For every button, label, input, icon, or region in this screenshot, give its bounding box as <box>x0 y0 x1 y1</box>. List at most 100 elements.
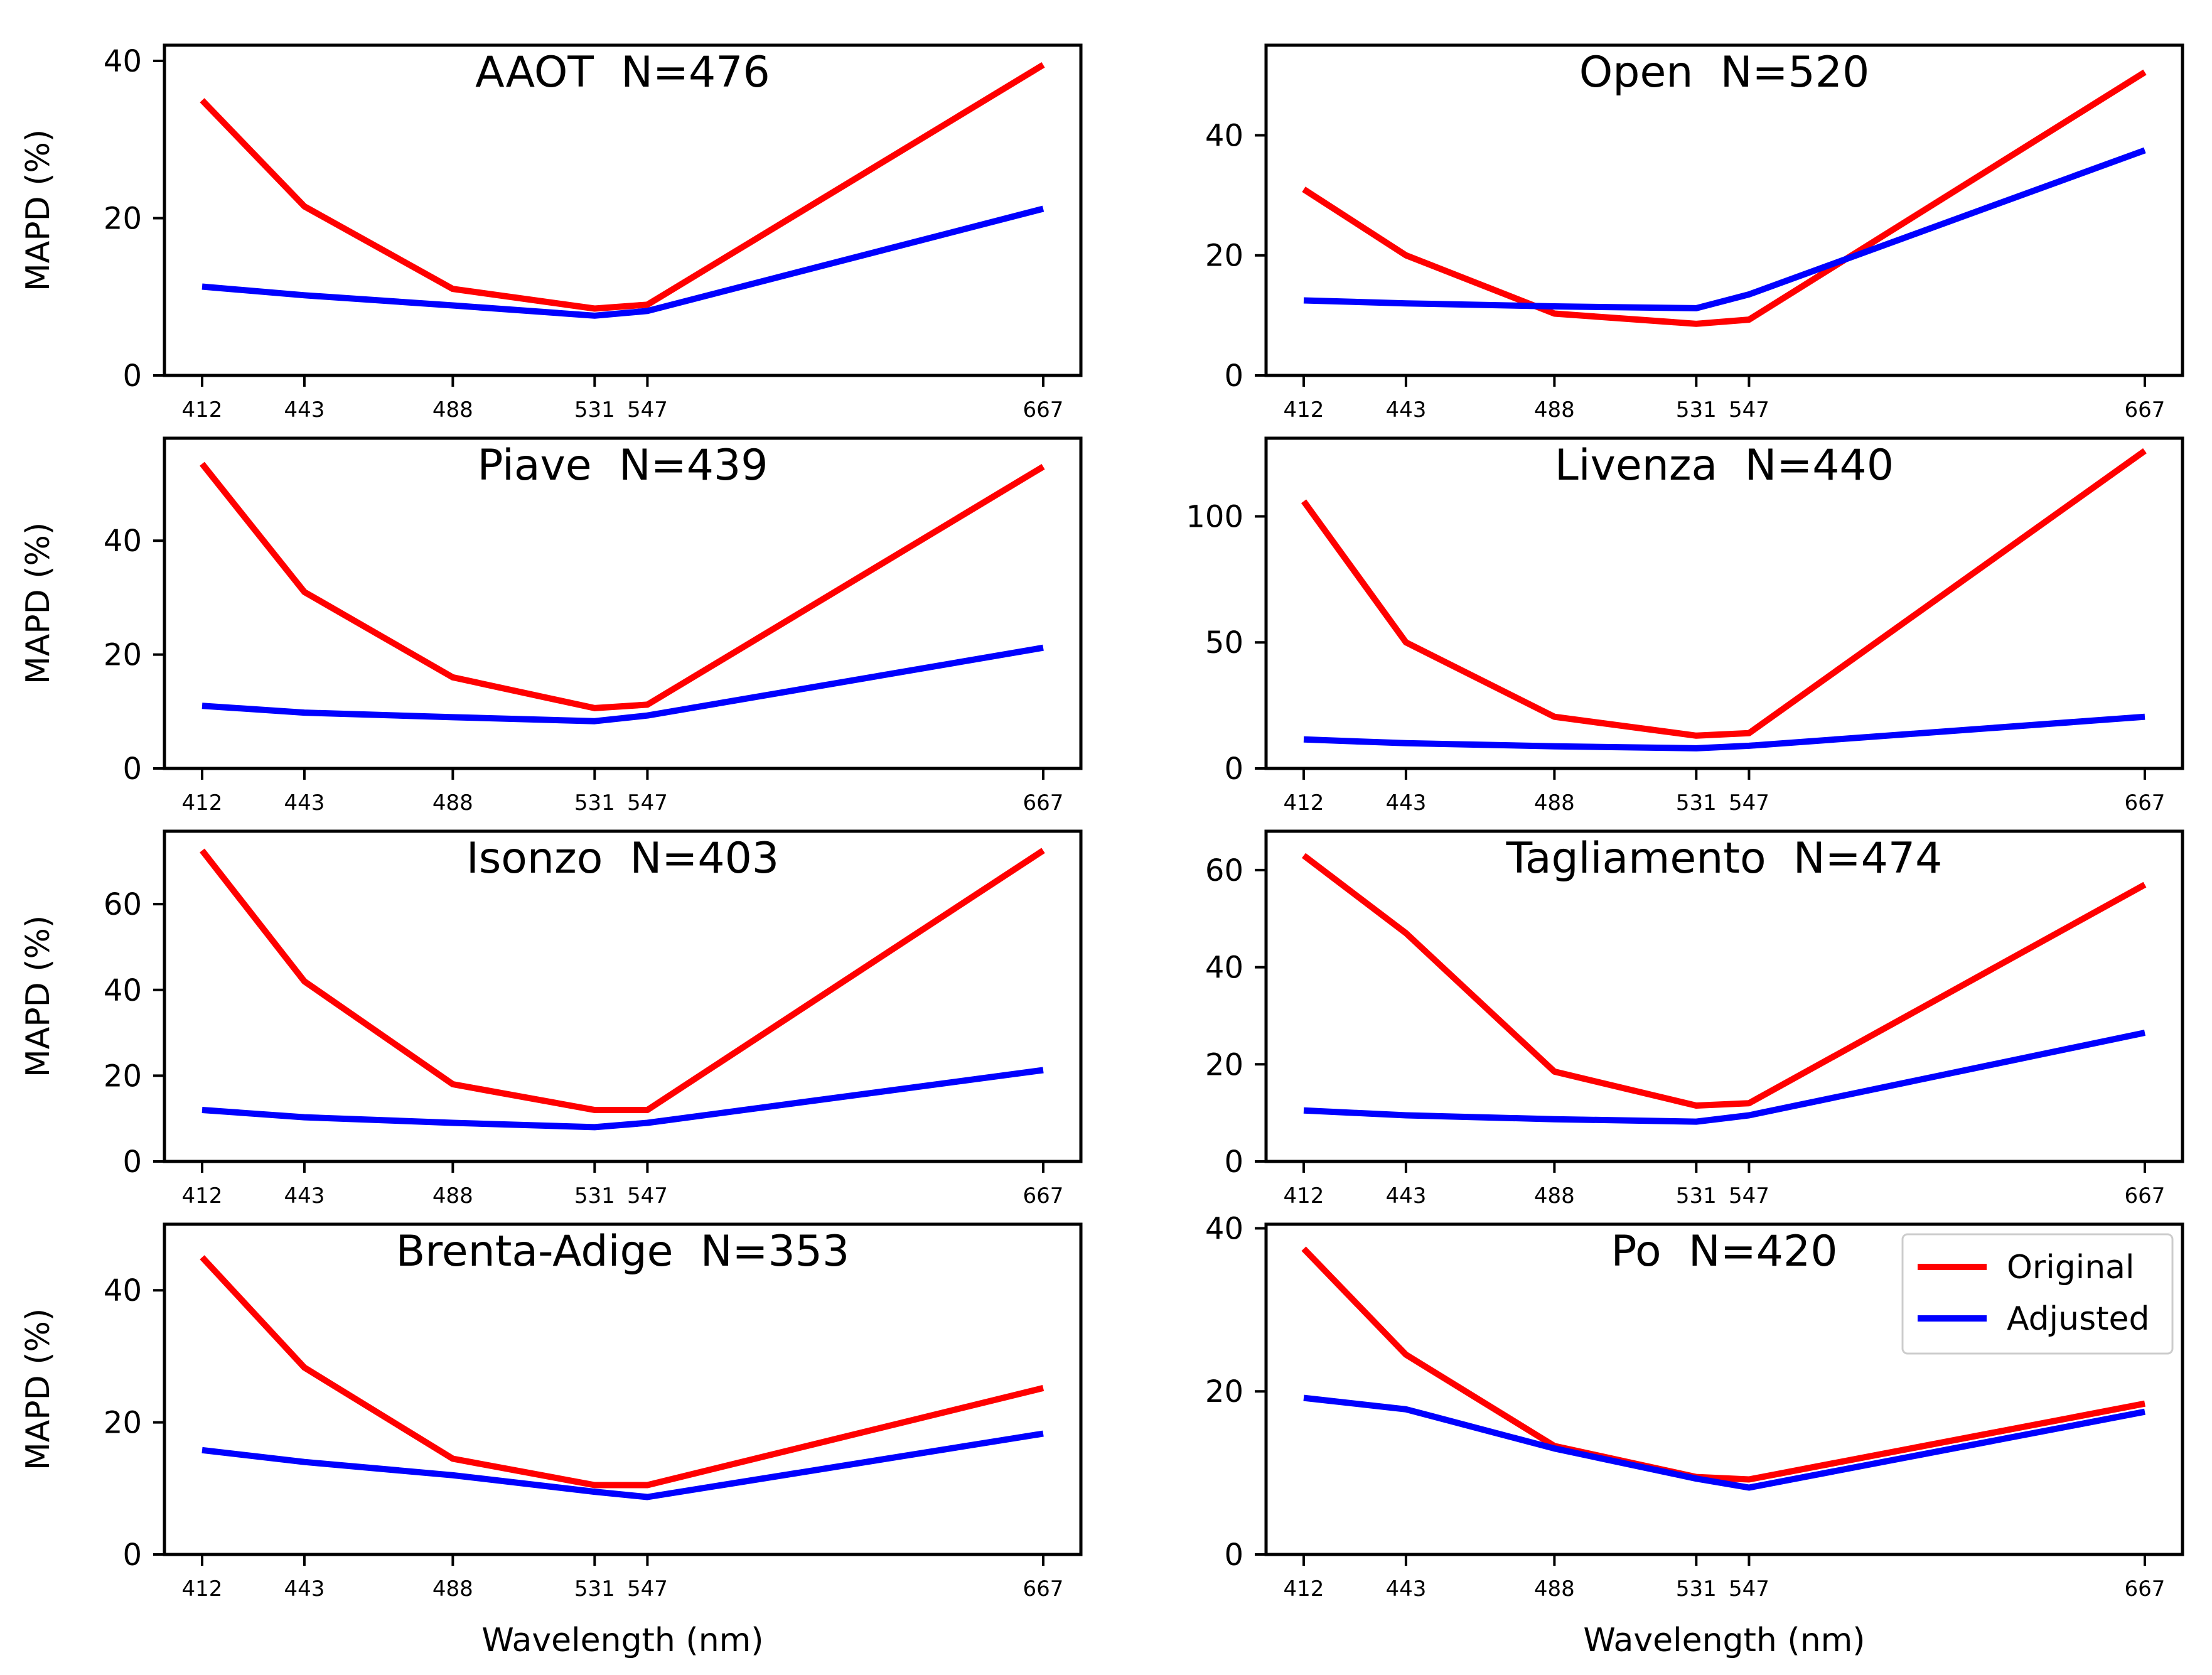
panel-title: Open N=520 <box>1579 48 1870 97</box>
x-tick-label: 443 <box>1385 1576 1426 1602</box>
y-axis-label: MAPD (%) <box>19 129 57 291</box>
panel-7: 0 20 40 412 443 488 531 547 667 Brenta-Adige N=35… <box>19 1222 1083 1659</box>
x-tick-label: 667 <box>2125 1576 2166 1602</box>
x-tick-label: 667 <box>2125 790 2166 816</box>
x-tick-label: 547 <box>1729 790 1769 816</box>
series-line-adjusted <box>1303 1030 2146 1125</box>
x-tick-label: 547 <box>627 397 668 423</box>
panel-5: 0 20 40 60 412 443 488 531 547 667 Isonzo N=403 MAP… <box>19 829 1083 1209</box>
y-tick-label: 20 <box>104 638 142 673</box>
y-tick-label: 40 <box>1205 118 1243 153</box>
panel-8: 0 20 40 412 443 488 531 547 667 Po N=420 Wavelengt… <box>1205 1211 2184 1659</box>
x-tick-label: 667 <box>1023 1576 1064 1602</box>
x-tick-label: 412 <box>182 397 223 423</box>
y-tick-label: 40 <box>104 973 142 1008</box>
y-tick-label: 40 <box>1205 951 1243 986</box>
x-tick-label: 443 <box>1385 397 1426 423</box>
panel-title: Livenza N=440 <box>1555 441 1894 490</box>
y-axis-label: MAPD (%) <box>19 1308 57 1470</box>
x-tick-label: 531 <box>1676 397 1717 423</box>
y-tick-label: 0 <box>122 751 142 787</box>
x-tick-label: 547 <box>627 1183 668 1209</box>
x-tick-label: 412 <box>182 1576 223 1602</box>
x-axis-label: Wavelength (nm) <box>481 1622 763 1659</box>
plot-frame <box>163 436 1083 770</box>
panel-2: 0 20 40 412 443 488 531 547 667 Open N=520 <box>1205 43 2184 423</box>
x-tick-label: 667 <box>2125 1183 2166 1209</box>
x-tick-label: 443 <box>1385 790 1426 816</box>
series-line-original <box>1302 69 2147 327</box>
y-tick-label: 100 <box>1186 499 1243 534</box>
y-tick-label: 20 <box>104 202 142 237</box>
x-tick-label: 547 <box>627 790 668 816</box>
y-tick-label: 0 <box>122 1144 142 1180</box>
y-tick-label: 60 <box>1205 853 1243 888</box>
x-tick-label: 412 <box>1284 1576 1324 1602</box>
x-tick-label: 488 <box>1534 1183 1575 1209</box>
series-line-adjusted <box>201 644 1044 724</box>
panel-1: 0 20 40 412 443 488 531 547 667 AAOT N=476 MAPD (%… <box>19 43 1083 423</box>
legend: Original Adjusted <box>1901 1233 2174 1355</box>
x-tick-label: 547 <box>627 1576 668 1602</box>
x-tick-label: 443 <box>1385 1183 1426 1209</box>
x-tick-label: 667 <box>1023 397 1064 423</box>
y-tick-label: 0 <box>122 1538 142 1573</box>
series-line-adjusted <box>1303 147 2146 311</box>
y-tick-label: 20 <box>104 1406 142 1441</box>
x-tick-label: 488 <box>432 790 473 816</box>
plot-frame <box>1264 436 2184 770</box>
y-tick-label: 40 <box>1205 1211 1243 1246</box>
series-line-original <box>200 62 1045 312</box>
x-tick-label: 531 <box>574 1576 615 1602</box>
x-tick-label: 443 <box>284 790 325 816</box>
series-line-adjusted <box>1303 1394 2145 1491</box>
y-axis-label: MAPD (%) <box>19 915 57 1077</box>
x-tick-label: 488 <box>1534 397 1575 423</box>
series-line-original <box>200 1255 1044 1489</box>
panel-title: Isonzo N=403 <box>466 834 779 883</box>
x-tick-label: 488 <box>432 397 473 423</box>
panel-3: 0 20 40 412 443 488 531 547 667 Piave N=439 MAPD (… <box>19 436 1083 816</box>
x-tick-label: 531 <box>1676 1183 1717 1209</box>
panel-title: Po N=420 <box>1611 1227 1837 1276</box>
plot-frame <box>163 43 1083 377</box>
x-tick-label: 547 <box>1729 1183 1769 1209</box>
y-tick-label: 0 <box>1224 358 1243 394</box>
y-tick-label: 50 <box>1205 625 1243 660</box>
x-tick-label: 488 <box>432 1576 473 1602</box>
plot-frame <box>1264 43 2184 377</box>
y-tick-label: 40 <box>104 1273 142 1308</box>
y-tick-label: 20 <box>1205 1047 1243 1082</box>
x-tick-label: 547 <box>1729 397 1769 423</box>
x-axis-label: Wavelength (nm) <box>1583 1622 1865 1659</box>
x-tick-label: 531 <box>574 1183 615 1209</box>
y-tick-label: 20 <box>1205 1374 1243 1409</box>
plot-frame <box>1264 1222 2184 1556</box>
x-tick-label: 547 <box>1729 1576 1769 1602</box>
series-line-adjusted <box>201 205 1044 319</box>
plot-frame <box>1264 829 2184 1163</box>
y-tick-label: 40 <box>104 44 142 79</box>
series-line-original <box>200 461 1045 711</box>
x-tick-label: 667 <box>1023 1183 1064 1209</box>
x-tick-label: 531 <box>1676 1576 1717 1602</box>
x-tick-label: 412 <box>1284 1183 1324 1209</box>
x-tick-label: 412 <box>1284 397 1324 423</box>
y-tick-label: 60 <box>104 887 142 922</box>
series-line-original <box>1301 853 2147 1109</box>
x-tick-label: 412 <box>182 790 223 816</box>
series-line-adjusted <box>201 1430 1044 1500</box>
x-tick-label: 667 <box>2125 397 2166 423</box>
y-tick-label: 40 <box>104 524 142 559</box>
panel-title: Tagliamento N=474 <box>1506 834 1943 883</box>
x-tick-label: 667 <box>1023 790 1064 816</box>
series-line-adjusted <box>1303 713 2145 751</box>
x-tick-label: 443 <box>284 1183 325 1209</box>
panel-title: Piave N=439 <box>477 441 768 490</box>
x-tick-label: 488 <box>1534 790 1575 816</box>
panel-4: 0 50 100 412 443 488 531 547 667 Livenza N=440 <box>1186 436 2184 816</box>
panel-6: 0 20 40 60 412 443 488 531 547 667 Tagliamento N=4… <box>1205 829 2184 1209</box>
x-tick-label: 443 <box>284 397 325 423</box>
x-tick-label: 443 <box>284 1576 325 1602</box>
